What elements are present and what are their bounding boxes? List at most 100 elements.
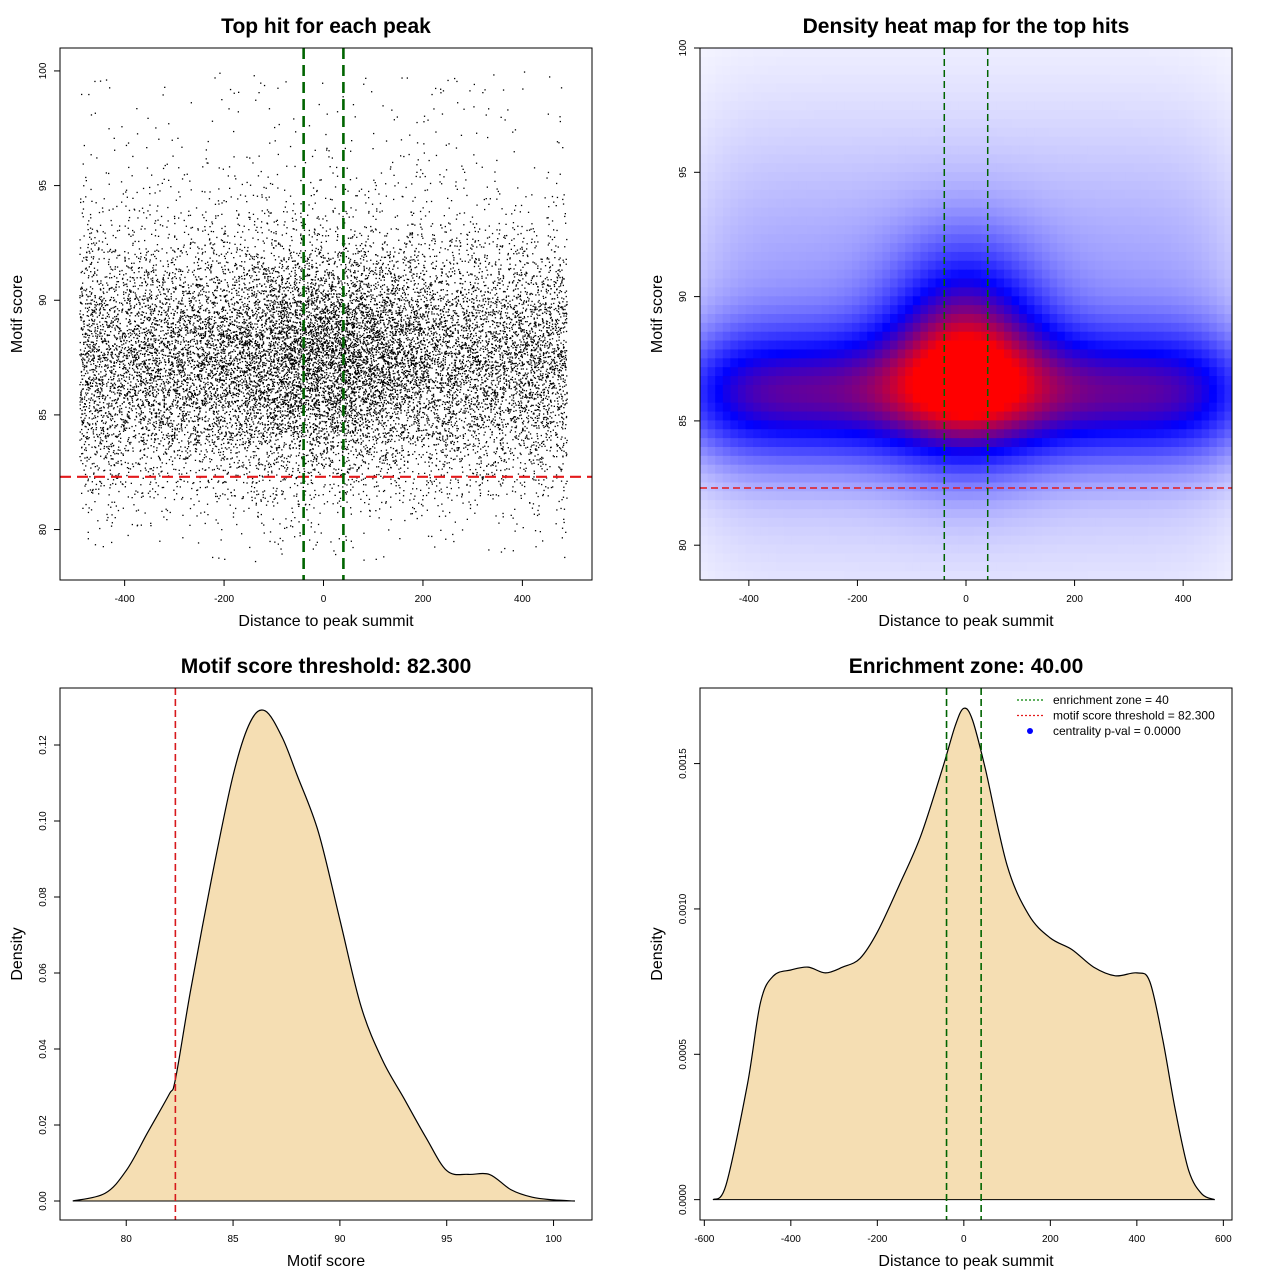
scatter-point — [291, 507, 293, 509]
scatter-point — [273, 385, 275, 387]
scatter-point — [211, 423, 214, 425]
scatter-point — [86, 431, 88, 434]
scatter-point — [507, 409, 509, 412]
scatter-point — [112, 451, 115, 454]
scatter-point — [370, 294, 372, 296]
scatter-point — [338, 375, 340, 377]
scatter-point — [334, 494, 336, 496]
scatter-point — [344, 268, 347, 270]
scatter-point — [364, 418, 367, 421]
scatter-point — [512, 323, 515, 326]
scatter-point — [161, 470, 163, 472]
scatter-point — [554, 365, 556, 367]
scatter-point — [562, 308, 564, 310]
scatter-point — [462, 356, 465, 358]
scatter-point — [485, 332, 487, 334]
scatter-point — [146, 394, 148, 396]
scatter-point — [536, 364, 538, 366]
scatter-point — [353, 394, 355, 396]
scatter-point — [395, 312, 397, 314]
scatter-point — [375, 354, 377, 356]
scatter-point — [166, 422, 168, 424]
scatter-point — [143, 371, 145, 373]
scatter-point — [496, 304, 498, 306]
scatter-point — [353, 338, 355, 341]
scatter-point — [85, 180, 87, 182]
scatter-point — [290, 429, 292, 432]
scatter-point — [275, 423, 277, 425]
scatter-point — [155, 257, 157, 260]
scatter-point — [390, 434, 392, 436]
scatter-point — [304, 223, 306, 225]
scatter-point — [489, 298, 491, 300]
scatter-point — [144, 399, 147, 401]
scatter-point — [264, 440, 266, 442]
scatter-point — [167, 290, 169, 292]
scatter-point — [287, 395, 289, 398]
scatter-point — [267, 281, 269, 283]
scatter-point — [204, 454, 206, 456]
scatter-point — [364, 462, 367, 464]
scatter-point — [181, 428, 183, 430]
scatter-point — [412, 337, 414, 339]
scatter-point — [390, 351, 392, 353]
scatter-point — [518, 402, 521, 404]
scatter-point — [461, 329, 463, 331]
scatter-point — [128, 209, 131, 212]
scatter-point — [86, 256, 88, 258]
scatter-point — [156, 391, 158, 393]
scatter-point — [153, 497, 155, 499]
scatter-point — [115, 371, 117, 373]
scatter-point — [283, 375, 286, 377]
scatter-point — [468, 326, 470, 328]
scatter-point — [351, 302, 354, 304]
scatter-point — [242, 353, 244, 355]
scatter-point — [158, 324, 160, 326]
scatter-point — [270, 423, 272, 425]
scatter-point — [560, 438, 562, 440]
scatter-point — [350, 377, 352, 380]
scatter-point — [467, 429, 470, 431]
scatter-point — [390, 519, 392, 521]
scatter-point — [257, 239, 259, 241]
scatter-point — [255, 375, 258, 378]
scatter-point — [323, 451, 325, 453]
scatter-point — [411, 396, 413, 399]
scatter-point — [217, 417, 219, 419]
scatter-point — [248, 445, 250, 447]
scatter-point — [429, 335, 431, 337]
scatter-point — [175, 481, 177, 484]
scatter-point — [100, 329, 102, 331]
scatter-point — [398, 239, 400, 241]
scatter-point — [405, 321, 407, 323]
scatter-point — [152, 312, 154, 315]
scatter-point — [462, 379, 465, 382]
scatter-point — [434, 243, 436, 245]
scatter-point — [525, 467, 527, 469]
scatter-point — [402, 501, 404, 504]
scatter-point — [372, 332, 374, 335]
scatter-point — [300, 386, 303, 388]
scatter-point — [132, 386, 134, 388]
scatter-point — [355, 313, 357, 315]
scatter-point — [248, 322, 250, 324]
scatter-point — [564, 437, 566, 439]
scatter-point — [473, 421, 475, 423]
scatter-point — [193, 383, 195, 385]
scatter-point — [486, 335, 488, 337]
scatter-point — [519, 385, 521, 387]
scatter-point — [417, 385, 419, 387]
scatter-point — [341, 367, 343, 369]
scatter-point — [275, 310, 278, 312]
scatter-point — [142, 322, 144, 324]
scatter-point — [423, 121, 425, 123]
scatter-point — [425, 429, 427, 431]
scatter-point — [296, 438, 298, 440]
scatter-point — [545, 424, 548, 426]
scatter-point — [544, 346, 546, 348]
scatter-point — [537, 438, 539, 440]
scatter-point — [494, 180, 496, 182]
scatter-point — [269, 463, 272, 466]
scatter-point — [369, 378, 371, 380]
scatter-point — [416, 362, 418, 364]
